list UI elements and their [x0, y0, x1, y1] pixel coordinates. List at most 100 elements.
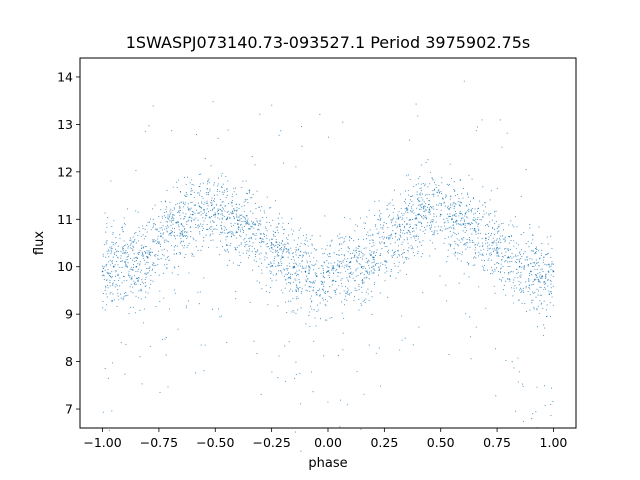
data-point: [422, 292, 424, 294]
data-point: [336, 268, 338, 270]
data-point: [144, 246, 146, 248]
data-point: [550, 257, 552, 259]
data-point: [243, 211, 245, 213]
data-point: [301, 267, 303, 269]
data-point: [365, 247, 367, 249]
data-point: [453, 224, 455, 226]
data-point: [367, 260, 369, 262]
data-point: [350, 268, 352, 270]
data-point: [518, 259, 520, 261]
data-point: [324, 262, 326, 264]
data-point: [301, 256, 303, 258]
data-point: [159, 243, 161, 245]
data-point: [277, 226, 279, 228]
data-point: [184, 228, 186, 230]
data-point: [527, 265, 529, 267]
data-point: [459, 252, 461, 255]
data-point: [164, 264, 166, 266]
data-point: [476, 222, 478, 224]
data-point: [170, 225, 172, 227]
data-point: [520, 262, 523, 265]
data-point: [158, 215, 160, 217]
data-point: [143, 257, 145, 260]
data-point: [483, 213, 485, 215]
data-point: [125, 259, 127, 261]
data-point: [462, 239, 464, 241]
data-point: [198, 192, 200, 194]
data-point: [199, 223, 202, 225]
data-point: [496, 267, 498, 269]
data-point: [406, 232, 408, 234]
data-point: [245, 200, 247, 202]
data-point: [147, 261, 149, 264]
data-point: [221, 228, 223, 230]
data-point: [128, 254, 130, 256]
data-point: [159, 391, 161, 394]
data-point: [361, 279, 363, 282]
data-point: [123, 217, 125, 219]
data-point: [428, 212, 431, 214]
data-point: [120, 293, 122, 295]
data-point: [132, 245, 134, 247]
data-point: [297, 237, 300, 239]
data-point: [363, 266, 365, 268]
data-point: [529, 288, 531, 290]
data-point: [111, 251, 113, 253]
data-point: [162, 237, 164, 239]
data-point: [312, 282, 314, 284]
data-point: [191, 255, 193, 257]
data-point: [455, 220, 457, 222]
data-point: [496, 251, 498, 253]
data-point: [545, 254, 547, 256]
data-point: [529, 227, 531, 229]
data-point: [105, 231, 107, 233]
data-point: [390, 219, 392, 221]
data-point: [537, 290, 539, 292]
data-point: [332, 266, 334, 268]
data-point: [386, 237, 388, 239]
data-point: [233, 217, 235, 219]
data-point: [120, 257, 122, 259]
data-point: [209, 217, 211, 219]
data-point: [144, 251, 146, 253]
data-point: [502, 235, 504, 237]
data-point: [514, 277, 516, 279]
data-point: [212, 101, 214, 103]
data-point: [187, 203, 189, 205]
data-point: [366, 272, 368, 274]
data-point: [245, 214, 247, 217]
data-point: [477, 223, 479, 225]
data-point: [346, 290, 348, 293]
data-point: [440, 191, 442, 193]
data-point: [402, 217, 404, 219]
data-point: [320, 283, 323, 285]
x-tick-label: 1.00: [540, 435, 568, 450]
data-point: [188, 208, 190, 210]
data-point: [457, 245, 459, 247]
data-point: [307, 278, 309, 280]
data-point: [550, 291, 552, 293]
data-point: [361, 304, 363, 306]
data-point: [151, 269, 153, 271]
data-point: [270, 272, 272, 274]
data-point: [226, 190, 228, 192]
data-point: [389, 202, 391, 204]
data-point: [173, 208, 176, 210]
data-point: [155, 253, 157, 256]
data-point: [469, 200, 472, 202]
data-point: [278, 355, 280, 357]
data-point: [126, 243, 129, 245]
data-point: [361, 279, 364, 281]
data-point: [341, 301, 343, 303]
data-point: [488, 253, 490, 255]
data-point: [126, 256, 128, 258]
data-point: [488, 244, 490, 246]
data-point: [438, 184, 440, 186]
data-point: [329, 317, 331, 319]
data-point: [536, 308, 538, 310]
data-point: [477, 255, 479, 257]
data-point: [149, 254, 151, 256]
data-point: [260, 241, 262, 244]
data-point: [324, 299, 327, 301]
data-point: [257, 221, 259, 223]
